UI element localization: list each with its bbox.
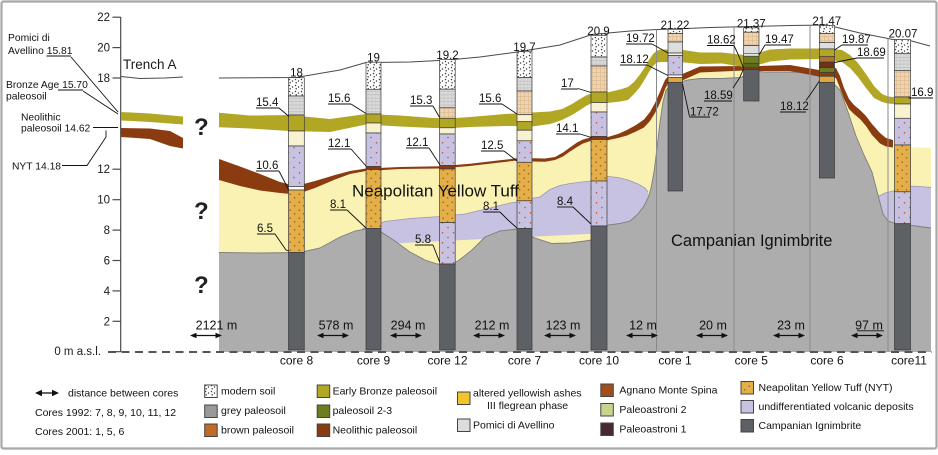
svg-text:20 m: 20 m xyxy=(699,319,727,333)
svg-text:?: ? xyxy=(194,272,209,299)
svg-text:Paleoastroni 2: Paleoastroni 2 xyxy=(619,404,686,416)
svg-text:18.69: 18.69 xyxy=(857,47,886,59)
svg-text:core 7: core 7 xyxy=(508,354,542,368)
svg-text:19.2: 19.2 xyxy=(436,50,458,62)
svg-text:Bronze Age 15.70: Bronze Age 15.70 xyxy=(6,80,88,91)
svg-text:18.12: 18.12 xyxy=(780,101,809,113)
svg-text:0 m a.s.l.: 0 m a.s.l. xyxy=(54,346,101,358)
svg-text:12: 12 xyxy=(97,164,110,176)
svg-text:123 m: 123 m xyxy=(546,319,581,333)
svg-text:paleosoil: paleosoil xyxy=(6,92,47,103)
svg-text:12 m: 12 m xyxy=(629,319,657,333)
svg-text:Neapolitan Yellow Tuff: Neapolitan Yellow Tuff xyxy=(352,182,519,201)
svg-text:Neapolitan Yellow Tuff (NYT): Neapolitan Yellow Tuff (NYT) xyxy=(759,382,893,394)
svg-text:core 10: core 10 xyxy=(579,354,619,368)
svg-text:16.9: 16.9 xyxy=(911,87,933,99)
svg-text:20: 20 xyxy=(97,43,110,55)
svg-text:12.1: 12.1 xyxy=(406,137,428,149)
svg-text:?: ? xyxy=(194,114,209,141)
svg-text:19: 19 xyxy=(367,53,380,65)
svg-text:Pomici di Avellino: Pomici di Avellino xyxy=(473,420,555,432)
svg-text:8.4: 8.4 xyxy=(557,196,574,208)
svg-text:Cores 1992: 7, 8, 9, 10, 11, 1: Cores 1992: 7, 8, 9, 10, 11, 12 xyxy=(35,407,176,419)
svg-text:8.1: 8.1 xyxy=(330,199,346,211)
svg-text:10.6: 10.6 xyxy=(256,160,278,172)
svg-text:4: 4 xyxy=(104,286,111,298)
svg-text:brown paleosoil: brown paleosoil xyxy=(221,425,294,437)
svg-text:18.12: 18.12 xyxy=(620,54,649,66)
svg-text:core 8: core 8 xyxy=(280,354,314,368)
svg-text:20.07: 20.07 xyxy=(889,29,918,41)
svg-text:Cores 2001: 1, 5, 6: Cores 2001: 1, 5, 6 xyxy=(35,426,124,438)
svg-text:15.3: 15.3 xyxy=(410,95,432,107)
svg-text:6.5: 6.5 xyxy=(257,223,273,235)
svg-text:Pomici di: Pomici di xyxy=(8,33,50,44)
svg-text:23 m: 23 m xyxy=(777,319,805,333)
svg-text:18.62: 18.62 xyxy=(707,35,736,47)
svg-text:core 6: core 6 xyxy=(810,354,844,368)
svg-text:21.47: 21.47 xyxy=(812,16,841,28)
svg-text:NYT 14.18: NYT 14.18 xyxy=(12,162,61,173)
svg-text:21.22: 21.22 xyxy=(661,20,690,32)
svg-text:Avellino 15.81: Avellino 15.81 xyxy=(8,46,73,57)
svg-text:?: ? xyxy=(194,198,209,225)
svg-text:III flegrean phase: III flegrean phase xyxy=(487,400,568,412)
svg-text:8: 8 xyxy=(104,225,110,237)
svg-text:core 5: core 5 xyxy=(735,354,769,368)
svg-text:294 m: 294 m xyxy=(391,319,426,333)
svg-text:19.7: 19.7 xyxy=(513,42,535,54)
svg-text:212 m: 212 m xyxy=(475,319,510,333)
svg-text:2121 m: 2121 m xyxy=(196,319,238,333)
svg-text:18: 18 xyxy=(97,73,110,85)
svg-text:8.1: 8.1 xyxy=(483,201,499,213)
svg-text:19.47: 19.47 xyxy=(765,34,794,46)
svg-text:core 12: core 12 xyxy=(427,354,467,368)
svg-text:Neolithic paleosoil: Neolithic paleosoil xyxy=(333,425,418,437)
svg-text:grey paleosoil: grey paleosoil xyxy=(221,405,286,417)
svg-text:Agnano Monte Spina: Agnano Monte Spina xyxy=(619,385,717,397)
svg-text:2: 2 xyxy=(104,316,110,328)
svg-text:Trench A: Trench A xyxy=(123,57,177,72)
svg-text:17.72: 17.72 xyxy=(690,107,719,119)
svg-text:distance between cores: distance between cores xyxy=(68,388,178,400)
svg-text:22: 22 xyxy=(97,12,110,24)
svg-text:undifferentiated volcanic depo: undifferentiated volcanic deposits xyxy=(759,401,914,413)
svg-text:Campanian Ignimbrite: Campanian Ignimbrite xyxy=(759,420,862,432)
svg-text:19.72: 19.72 xyxy=(626,33,655,45)
svg-text:core 9: core 9 xyxy=(357,354,391,368)
svg-text:core11: core11 xyxy=(891,354,927,368)
svg-text:18.59: 18.59 xyxy=(704,90,733,102)
svg-text:Campanian Ignimbrite: Campanian Ignimbrite xyxy=(671,232,832,250)
svg-text:19.87: 19.87 xyxy=(842,34,871,46)
svg-text:core 1: core 1 xyxy=(658,354,692,368)
svg-text:12.5: 12.5 xyxy=(481,140,503,152)
svg-text:15.4: 15.4 xyxy=(256,97,279,109)
svg-text:21.37: 21.37 xyxy=(737,18,766,30)
svg-text:20.9: 20.9 xyxy=(587,26,609,38)
svg-text:17: 17 xyxy=(561,78,574,90)
svg-text:paleosoil 14.62: paleosoil 14.62 xyxy=(21,124,91,135)
svg-text:Neolithic: Neolithic xyxy=(21,113,61,124)
svg-text:Early Bronze paleosoil: Early Bronze paleosoil xyxy=(333,386,437,398)
svg-text:5.8: 5.8 xyxy=(415,234,431,246)
svg-text:15.6: 15.6 xyxy=(328,93,350,105)
svg-text:12.1: 12.1 xyxy=(328,138,350,150)
svg-text:modern soil: modern soil xyxy=(221,386,275,398)
svg-text:10: 10 xyxy=(97,195,110,207)
svg-text:18: 18 xyxy=(290,68,303,80)
svg-text:578 m: 578 m xyxy=(319,319,354,333)
svg-text:altered yellowish ashes: altered yellowish ashes xyxy=(473,388,582,400)
svg-text:97 m: 97 m xyxy=(855,319,883,333)
svg-text:paleosoil 2-3: paleosoil 2-3 xyxy=(333,405,393,417)
svg-text:14.1: 14.1 xyxy=(556,123,578,135)
svg-text:Paleoastroni 1: Paleoastroni 1 xyxy=(619,424,686,436)
svg-text:15.6: 15.6 xyxy=(479,93,501,105)
svg-text:6: 6 xyxy=(104,256,110,268)
